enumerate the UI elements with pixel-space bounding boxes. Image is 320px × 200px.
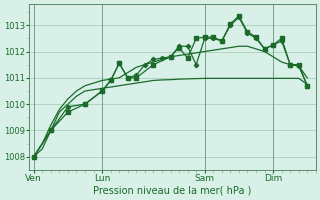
X-axis label: Pression niveau de la mer( hPa ): Pression niveau de la mer( hPa ) [93,186,252,196]
